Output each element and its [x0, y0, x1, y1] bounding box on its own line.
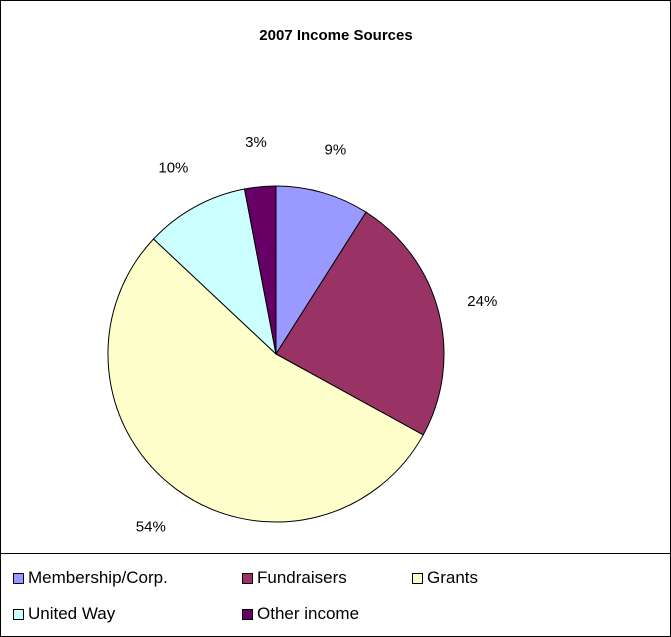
pie-slice-other-income	[243, 185, 277, 355]
data-label-fundraisers: 24%	[467, 293, 497, 310]
chart-title: 2007 Income Sources	[259, 27, 412, 44]
legend-swatch-other-income	[242, 608, 253, 620]
legend-item-fundraisers: Fundraisers	[242, 568, 347, 588]
pie-slice-united-way	[152, 188, 277, 356]
legend-swatch-fundraisers	[242, 572, 253, 584]
pie-slice-fundraisers	[275, 211, 445, 436]
pie-slice-membership	[275, 185, 367, 356]
data-label-other-income: 3%	[245, 134, 267, 151]
data-label-grants: 54%	[136, 518, 166, 535]
pie-chart: 2007 Income Sources 9% 24% 54% 10% 3%	[107, 27, 497, 535]
legend-label-grants: Grants	[427, 568, 479, 587]
legend-swatch-united-way	[13, 608, 24, 620]
legend-swatch-grants	[412, 572, 423, 584]
data-label-united-way: 10%	[158, 159, 188, 176]
legend-label-fundraisers: Fundraisers	[257, 568, 347, 587]
data-label-membership: 9%	[325, 142, 347, 159]
legend-item-grants: Grants	[412, 568, 478, 588]
pie-slice-grants	[107, 238, 424, 523]
legend-label-united-way: United Way	[28, 604, 116, 623]
legend-label-membership: Membership/Corp.	[28, 568, 168, 587]
legend-item-other-income: Other income	[242, 604, 359, 624]
legend-swatch-membership	[13, 572, 24, 584]
legend: Membership/Corp. Fundraisers Grants Unit…	[1, 553, 670, 637]
legend-item-membership: Membership/Corp.	[13, 568, 168, 588]
legend-item-united-way: United Way	[13, 604, 115, 624]
legend-label-other-income: Other income	[257, 604, 360, 623]
